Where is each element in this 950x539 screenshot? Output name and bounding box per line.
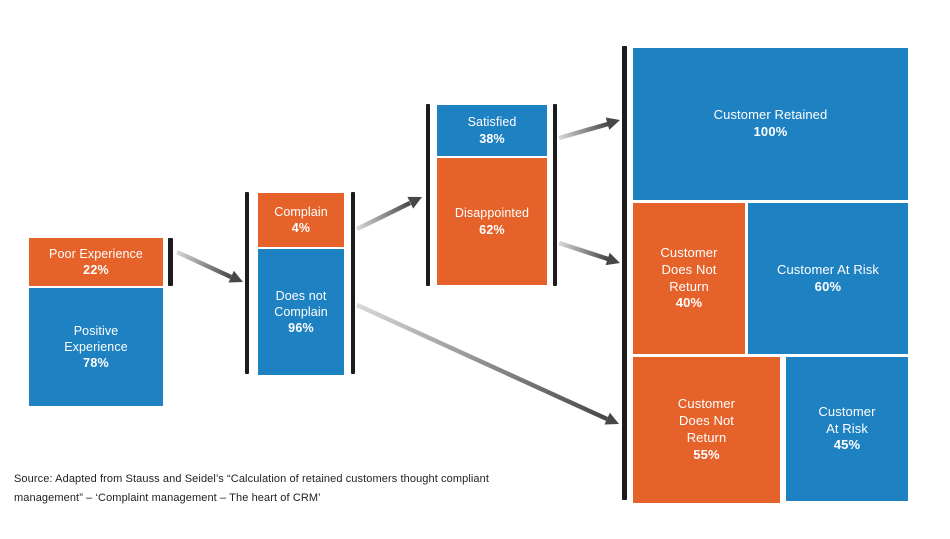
stage2-entry-bar (245, 192, 249, 374)
arrow-complain-to-satisfaction-stage (356, 196, 422, 232)
node-customer-does-not-return-40: Customer Does Not Return 40% (633, 203, 745, 354)
source-line-2: management” – ‘Complaint management – Th… (14, 491, 321, 504)
node-customer-at-risk-60: Customer At Risk 60% (748, 203, 908, 354)
node-customer-at-risk-45: Customer At Risk 45% (786, 357, 908, 501)
node-poor-experience: Poor Experience 22% (29, 238, 163, 286)
stage2-exit-bar (351, 192, 355, 374)
node-pct: 22% (83, 263, 109, 277)
node-text: Customer Retained 100% (714, 107, 828, 141)
node-text: Poor Experience 22% (49, 246, 143, 279)
node-pct: 100% (753, 124, 788, 139)
node-customer-retained: Customer Retained 100% (633, 48, 908, 200)
node-text: Does not Complain 96% (274, 288, 328, 337)
node-text: Disappointed 62% (455, 205, 529, 238)
node-label: Customer At Risk (776, 261, 879, 277)
node-label: Customer Does Not Return (677, 396, 736, 445)
node-label: Complain (274, 204, 328, 219)
node-customer-does-not-return-55: Customer Does Not Return 55% (633, 357, 780, 503)
node-text: Complain 4% (274, 204, 328, 237)
node-label: Disappointed (454, 206, 530, 221)
node-label: Customer At Risk (818, 403, 876, 436)
node-pct: 45% (833, 437, 861, 453)
node-label: Satisfied (467, 115, 517, 130)
node-satisfied: Satisfied 38% (437, 105, 547, 156)
source-line-1: Source: Adapted from Stauss and Seidel’s… (14, 473, 490, 485)
node-pct: 38% (479, 131, 505, 146)
arrow-no-complain-to-outcome (356, 302, 619, 425)
node-disappointed: Disappointed 62% (437, 158, 547, 285)
node-label: Customer Does Not Return (660, 244, 718, 294)
node-text: Satisfied 38% (468, 114, 517, 147)
arrow-poor-to-complain-stage (176, 249, 243, 283)
arrow-satisfied-to-retained (558, 117, 620, 141)
node-text: Customer At Risk 60% (777, 262, 879, 296)
node-complain: Complain 4% (258, 193, 344, 247)
node-pct: 4% (291, 221, 311, 235)
node-text: Customer At Risk 45% (818, 404, 875, 455)
stage3-entry-bar (426, 104, 430, 286)
outcomes-entry-bar (622, 46, 627, 500)
node-pct: 55% (693, 446, 720, 462)
source-attribution: Source: Adapted from Stauss and Seidel’s… (14, 470, 494, 507)
node-pct: 96% (288, 321, 314, 336)
stage1-exit-bar (168, 238, 173, 286)
node-text: Customer Does Not Return 55% (678, 396, 735, 464)
node-label: Customer Retained (713, 107, 828, 123)
node-label: Positive Experience (64, 323, 128, 354)
node-pct: 78% (83, 356, 109, 371)
node-does-not-complain: Does not Complain 96% (258, 249, 344, 375)
node-pct: 60% (814, 278, 842, 294)
arrow-disappointed-to-outcome (558, 240, 620, 266)
node-text: Customer Does Not Return 40% (660, 245, 717, 313)
node-label: Does not Complain (274, 288, 328, 319)
node-positive-experience: Positive Experience 78% (29, 288, 163, 406)
node-pct: 40% (675, 295, 703, 311)
stage3-exit-bar (553, 104, 557, 286)
node-label: Poor Experience (49, 246, 143, 261)
node-text: Positive Experience 78% (64, 323, 128, 372)
node-pct: 62% (479, 222, 505, 237)
